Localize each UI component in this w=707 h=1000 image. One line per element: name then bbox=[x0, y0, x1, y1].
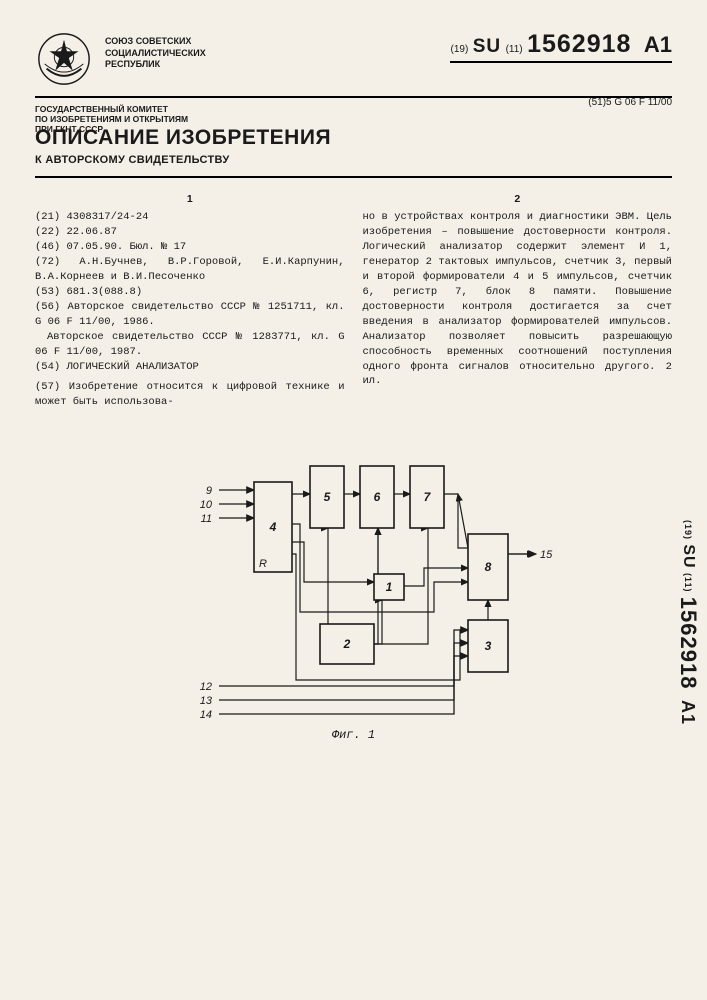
document-number: (19) SU (11) 1562918 A1 bbox=[412, 30, 672, 63]
side-document-label: (19) SU (11) 1562918 A1 bbox=[675, 520, 701, 725]
field-72: (72) А.Н.Бучнев, В.Р.Горовой, Е.И.Карпун… bbox=[35, 255, 345, 285]
union-text: СОЮЗ СОВЕТСКИХ СОЦИАЛИСТИЧЕСКИХ РЕСПУБЛИ… bbox=[105, 30, 400, 71]
side-suffix: A1 bbox=[678, 700, 698, 725]
field-22: (22) 22.06.87 bbox=[35, 225, 345, 240]
patent-number: 1562918 bbox=[527, 30, 631, 58]
col1-number: 1 bbox=[35, 192, 345, 207]
svg-text:4: 4 bbox=[268, 520, 276, 534]
column-1: 1 (21) 4308317/24-24 (22) 22.06.87 (46) … bbox=[35, 192, 345, 411]
field-53: (53) 681.3(088.8) bbox=[35, 285, 345, 300]
svg-text:8: 8 bbox=[484, 560, 491, 574]
side-prefix11: (11) bbox=[683, 573, 693, 593]
prefix-19: (19) bbox=[450, 44, 468, 55]
title-sub: К АВТОРСКОМУ СВИДЕТЕЛЬСТВУ bbox=[35, 154, 672, 166]
col2-number: 2 bbox=[363, 192, 673, 207]
field-46: (46) 07.05.90. Бюл. № 17 bbox=[35, 240, 345, 255]
svg-text:1: 1 bbox=[385, 580, 392, 594]
field-56b: Авторское свидетельство СССР № 1283771, … bbox=[35, 330, 345, 360]
col2-text: но в устройствах контроля и диагностики … bbox=[363, 210, 673, 389]
svg-text:3: 3 bbox=[484, 639, 491, 653]
title-main: ОПИСАНИЕ ИЗОБРЕТЕНИЯ bbox=[35, 126, 672, 150]
field-54: (54) ЛОГИЧЕСКИЙ АНАЛИЗАТОР bbox=[35, 360, 345, 375]
prefix-11: (11) bbox=[506, 44, 523, 55]
diagram-area: 91011121314154R5671283 Фиг. 1 bbox=[35, 424, 672, 744]
field-21: (21) 4308317/24-24 bbox=[35, 210, 345, 225]
figure-label: Фиг. 1 bbox=[35, 728, 672, 742]
svg-text:R: R bbox=[259, 558, 267, 570]
side-number: 1562918 bbox=[676, 597, 701, 690]
svg-text:5: 5 bbox=[323, 490, 330, 504]
ussr-emblem-icon bbox=[35, 30, 93, 88]
svg-text:9: 9 bbox=[205, 485, 211, 497]
svg-text:12: 12 bbox=[199, 681, 211, 693]
patent-suffix: A1 bbox=[644, 32, 672, 57]
svg-text:10: 10 bbox=[199, 499, 212, 511]
block-diagram: 91011121314154R5671283 bbox=[124, 424, 584, 724]
svg-text:14: 14 bbox=[199, 709, 211, 721]
su-code: SU bbox=[473, 36, 501, 57]
field-57: (57) Изобретение относится к цифровой те… bbox=[35, 380, 345, 410]
side-prefix19: (19) bbox=[683, 520, 693, 540]
side-su: SU bbox=[680, 544, 697, 568]
header-row: СОЮЗ СОВЕТСКИХ СОЦИАЛИСТИЧЕСКИХ РЕСПУБЛИ… bbox=[35, 30, 672, 98]
svg-text:13: 13 bbox=[199, 695, 212, 707]
body-columns: 1 (21) 4308317/24-24 (22) 22.06.87 (46) … bbox=[35, 192, 672, 411]
field-56a: (56) Авторское свидетельство СССР № 1251… bbox=[35, 300, 345, 330]
column-2: 2 но в устройствах контроля и диагностик… bbox=[363, 192, 673, 411]
svg-text:6: 6 bbox=[373, 490, 380, 504]
svg-text:15: 15 bbox=[540, 549, 553, 561]
title-block: ОПИСАНИЕ ИЗОБРЕТЕНИЯ К АВТОРСКОМУ СВИДЕТ… bbox=[35, 126, 672, 178]
svg-text:11: 11 bbox=[200, 513, 211, 525]
svg-text:2: 2 bbox=[342, 637, 350, 651]
